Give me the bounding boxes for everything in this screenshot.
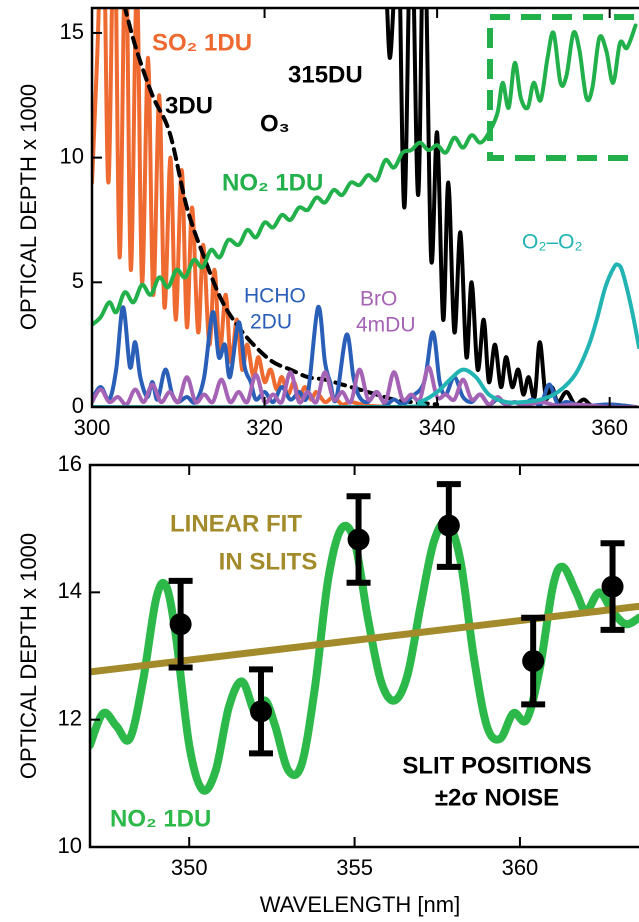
- data-point: [169, 613, 192, 636]
- annotation: BrO: [360, 288, 397, 311]
- y-tick-label: 14: [58, 578, 82, 603]
- x-tick-label: 360: [591, 415, 628, 440]
- data-point: [437, 514, 460, 537]
- data-point: [601, 575, 624, 598]
- axis-frame: [88, 463, 639, 849]
- annotation: 3DU: [165, 92, 213, 119]
- x-tick-label: 300: [74, 415, 111, 440]
- annotation: HCHO: [244, 285, 306, 308]
- data-line: [92, 262, 639, 407]
- y-tick-label: 12: [58, 705, 82, 730]
- y-tick-label: 10: [58, 833, 82, 858]
- y-tick-label: 5: [72, 268, 84, 293]
- annotation: O₃: [260, 110, 290, 137]
- data-line: [90, 602, 639, 676]
- annotation: LINEAR FIT: [170, 510, 302, 537]
- x-tick-label: 350: [171, 855, 208, 880]
- y-axis-label: OPTICAL DEPTH x 1000: [16, 84, 41, 330]
- annotation: O₂–O₂: [522, 231, 583, 254]
- annotation: IN SLITS: [219, 548, 318, 575]
- y-tick-label: 10: [60, 143, 84, 168]
- plot-area: [90, 481, 639, 795]
- y-tick-label: 0: [72, 393, 84, 418]
- annotation: SLIT POSITIONS: [402, 752, 591, 779]
- data-point: [249, 700, 272, 723]
- y-tick-label: 15: [60, 19, 84, 44]
- y-axis-label: OPTICAL DEPTH x 1000: [16, 533, 41, 779]
- data-line: [92, 365, 638, 407]
- annotation: NO₂ 1DU: [222, 169, 323, 196]
- annotation: SO₂ 1DU: [152, 29, 252, 56]
- zoom-box: [487, 14, 639, 161]
- y-tick-label: 16: [58, 451, 82, 476]
- axis-frame: [90, 6, 639, 409]
- data-point: [522, 650, 545, 673]
- annotation: 4mDU: [356, 314, 416, 337]
- annotation: ±2σ NOISE: [435, 784, 559, 811]
- annotation: 315DU: [288, 61, 363, 88]
- x-tick-label: 360: [502, 855, 539, 880]
- plot-area: [92, 8, 639, 407]
- bottom-panel: LINEAR FIT IN SLITS SLIT POSITIONS ±2σ N…: [16, 451, 639, 917]
- x-tick-label: 340: [419, 415, 456, 440]
- data-point: [347, 528, 370, 551]
- data-line: [92, 23, 638, 327]
- x-tick-label: 355: [336, 855, 373, 880]
- data-line: [90, 517, 639, 795]
- annotation: 2DU: [250, 311, 292, 334]
- top-panel: SO₂ 1DU 3DU 315DU O₃ NO₂ 1DU HCHO 2DU Br…: [16, 6, 639, 440]
- annotation: NO₂ 1DU: [110, 805, 211, 832]
- x-axis-label: WAVELENGTH [nm]: [260, 892, 460, 917]
- x-tick-label: 320: [246, 415, 283, 440]
